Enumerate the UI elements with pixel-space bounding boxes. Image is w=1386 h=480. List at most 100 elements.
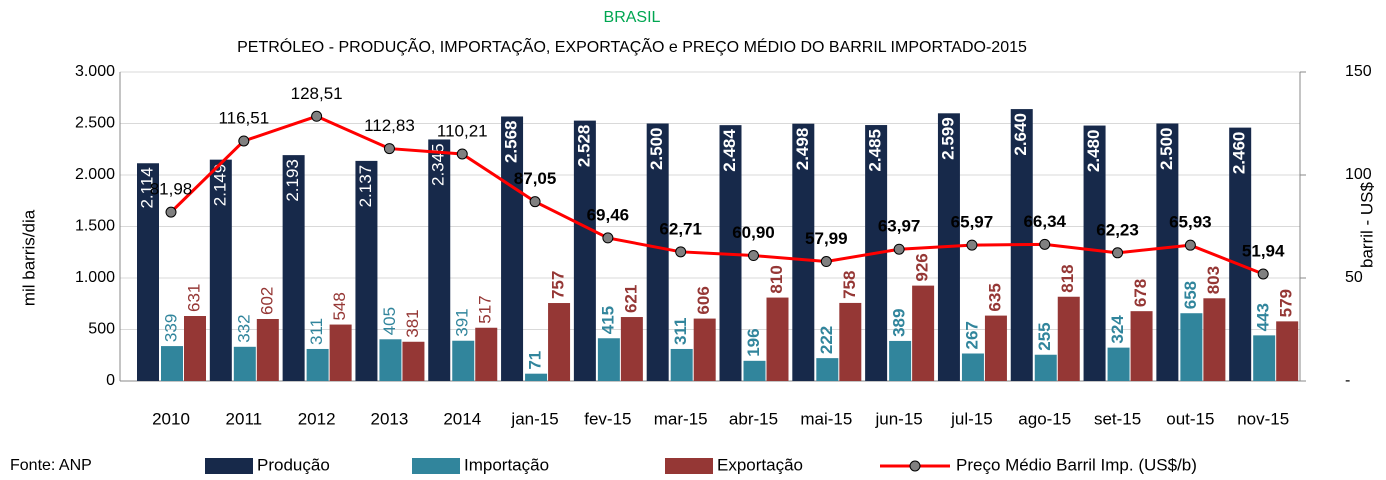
- bar: [452, 340, 475, 381]
- y-tick-label: 1.000: [75, 269, 115, 286]
- price-label: 110,21: [437, 121, 488, 140]
- bar-label: 621: [621, 285, 640, 313]
- bar-label: 2.500: [647, 128, 666, 171]
- legend-label: Produção: [257, 455, 330, 474]
- price-point: [238, 135, 250, 147]
- price-point: [529, 196, 541, 208]
- bar: [1253, 335, 1276, 381]
- bar: [1276, 321, 1299, 381]
- price-label: 63,97: [878, 217, 921, 236]
- bar: [1083, 125, 1106, 381]
- price-point: [1039, 238, 1051, 250]
- bar-label: 332: [234, 314, 253, 342]
- bar: [912, 285, 935, 381]
- x-tick-label: set-15: [1094, 409, 1141, 428]
- price-point: [1257, 268, 1269, 280]
- x-tick-label: jun-15: [874, 409, 922, 428]
- bar: [184, 316, 206, 381]
- bar-label: 818: [1058, 264, 1077, 292]
- legend-label: Exportação: [717, 455, 803, 474]
- bar: [355, 160, 378, 381]
- bar-label: 810: [767, 265, 786, 293]
- bar-label: 926: [913, 253, 932, 281]
- bar-label: 415: [598, 306, 617, 334]
- bar-label: 311: [307, 318, 326, 345]
- x-tick-label: 2011: [226, 409, 263, 428]
- bar: [984, 315, 1007, 381]
- y2-axis-label: barril - US$: [1357, 181, 1376, 268]
- price-point: [675, 246, 687, 258]
- price-point: [602, 232, 614, 244]
- price-point: [383, 143, 395, 155]
- y-tick-label: 2.000: [75, 166, 115, 183]
- bar: [1057, 296, 1080, 381]
- bar: [839, 302, 862, 381]
- price-line: [169, 114, 1264, 276]
- x-tick-label: 2010: [152, 409, 190, 428]
- x-tick-label: 2012: [298, 409, 336, 428]
- bar-label: 2.599: [938, 117, 957, 160]
- bar: [743, 360, 766, 381]
- price-label: 69,46: [587, 205, 630, 224]
- bar-label: 222: [817, 326, 836, 354]
- source: Fonte: ANP: [10, 457, 92, 474]
- bar: [1229, 127, 1252, 382]
- y-tick-label: 0: [106, 372, 115, 389]
- x-tick-label: 2014: [443, 409, 481, 428]
- bar: [961, 353, 984, 381]
- bar-label: 2.500: [1157, 128, 1176, 171]
- bar-label: 267: [962, 321, 981, 349]
- x-tick-label: mai-15: [800, 409, 852, 428]
- bar-label: 2.137: [356, 165, 375, 208]
- bar-label: 2.114: [137, 167, 156, 208]
- price-label: 81,98: [150, 180, 193, 199]
- bar-label: 602: [257, 287, 276, 315]
- y2-tick-label: 150: [1345, 63, 1372, 80]
- bar-label: 339: [161, 314, 180, 342]
- bar: [256, 318, 279, 381]
- bar: [548, 303, 571, 381]
- bar: [379, 339, 402, 381]
- price-point: [1112, 247, 1124, 259]
- y-axis-label: mil barris/dia: [19, 209, 38, 306]
- price-label: 65,93: [1169, 213, 1212, 232]
- price-label: 62,71: [659, 219, 702, 238]
- bar: [1180, 313, 1203, 381]
- bar: [329, 324, 352, 381]
- x-tick-label: jan-15: [510, 409, 558, 428]
- bar-label: 255: [1035, 322, 1054, 350]
- bar-label: 758: [840, 271, 859, 299]
- bar: [597, 338, 620, 381]
- bar-label: 2.485: [866, 129, 885, 172]
- y-tick-label: 3.000: [75, 63, 115, 80]
- bar: [306, 348, 329, 381]
- price-label: 128,51: [291, 84, 343, 103]
- bar-label: 2.498: [793, 128, 812, 171]
- legend-swatch: [205, 458, 253, 474]
- price-point: [456, 148, 468, 160]
- chart-subtitle: PETRÓLEO - PRODUÇÃO, IMPORTAÇÃO, EXPORTA…: [237, 36, 1027, 56]
- bar: [233, 346, 256, 381]
- bar-label: 2.484: [720, 129, 739, 172]
- bar: [670, 348, 693, 381]
- bar-label: 606: [694, 286, 713, 314]
- bar-label: 2.528: [574, 125, 593, 168]
- x-tick-label: out-15: [1166, 409, 1214, 428]
- price-label: 66,34: [1023, 212, 1066, 231]
- legend-marker: [909, 460, 921, 472]
- legend-label: Importação: [464, 455, 549, 474]
- legend-swatch: [412, 458, 460, 474]
- bar-label: 391: [453, 308, 472, 336]
- price-label: 51,94: [1242, 241, 1285, 260]
- bar: [1107, 347, 1130, 381]
- bar: [282, 155, 305, 381]
- bar: [1156, 123, 1179, 381]
- bar: [428, 139, 451, 381]
- bar-label: 2.568: [502, 120, 521, 163]
- bar-label: 196: [744, 328, 763, 356]
- bar-label: 631: [184, 284, 203, 312]
- bar: [816, 358, 839, 381]
- x-tick-label: ago-15: [1018, 409, 1071, 428]
- bar-label: 2.345: [429, 143, 448, 186]
